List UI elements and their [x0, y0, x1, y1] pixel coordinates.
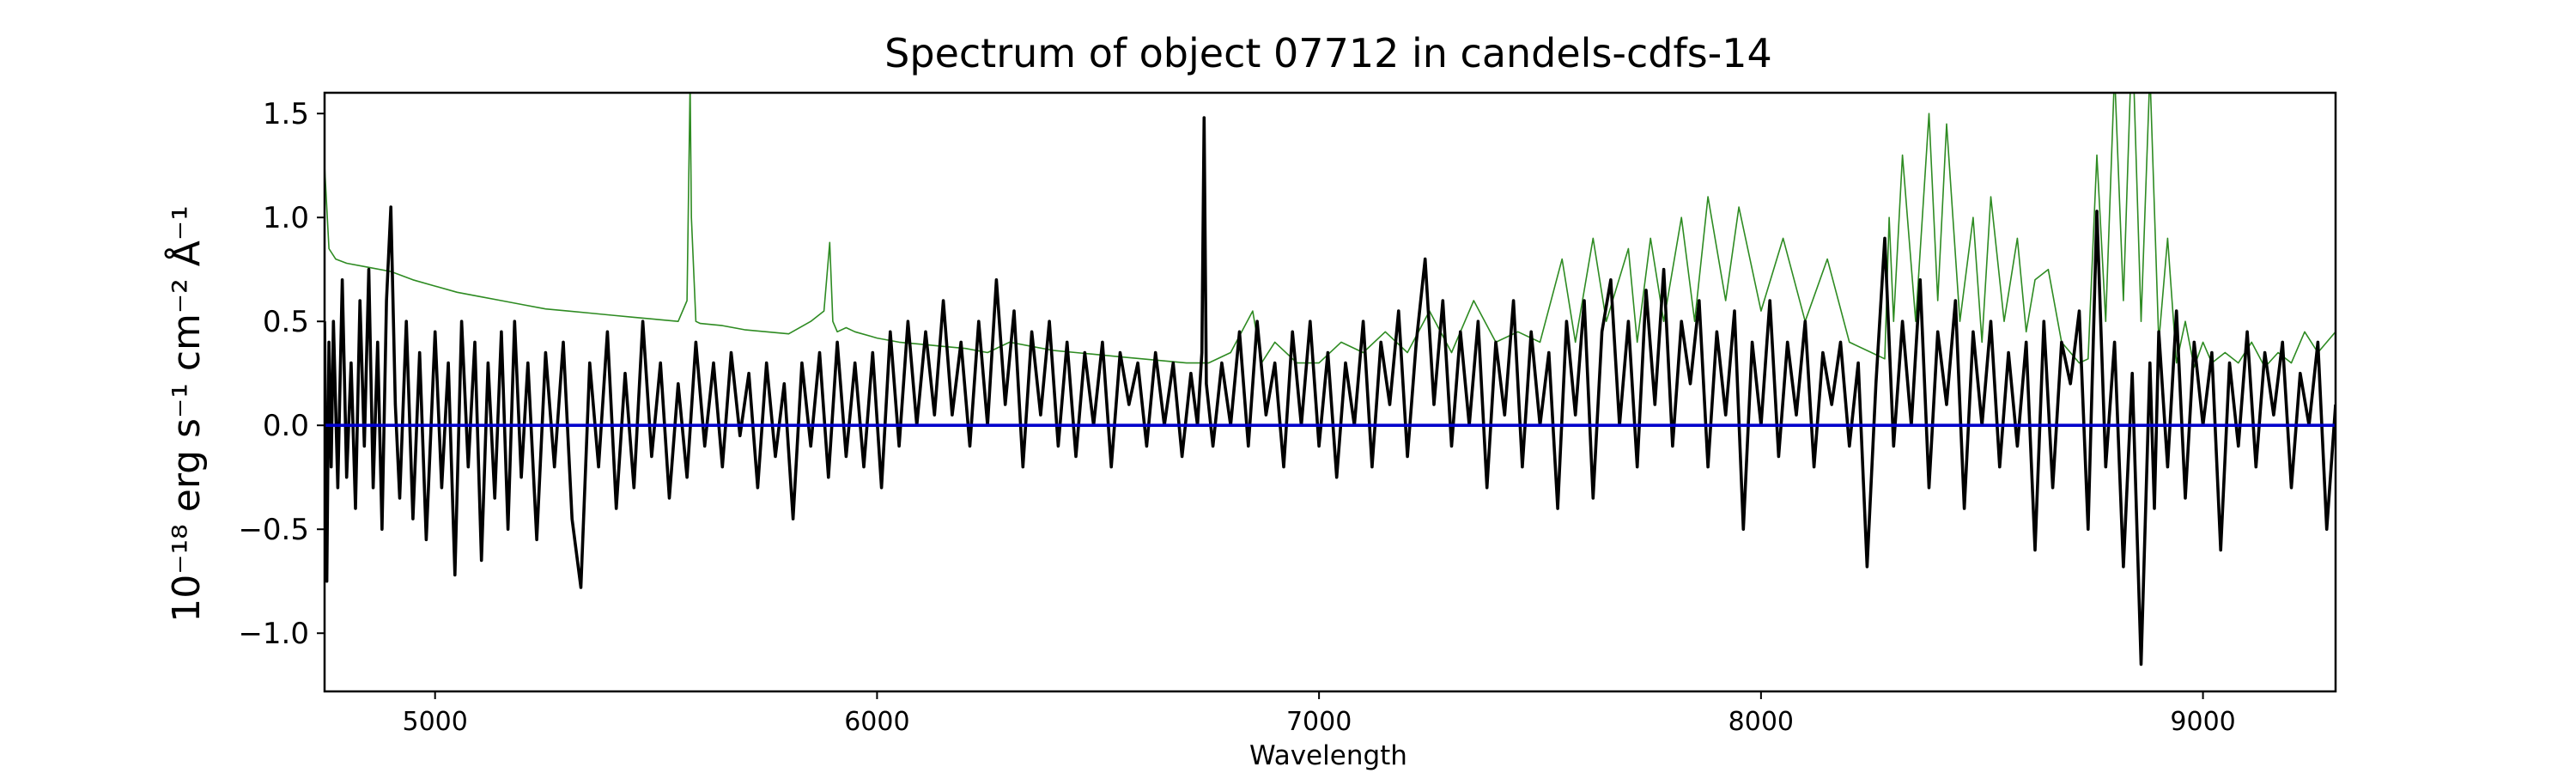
x-tick-label: 5000 [403, 707, 468, 737]
series-line-1 [325, 93, 2336, 368]
x-tick-label: 6000 [844, 707, 909, 737]
y-axis-label: 10⁻¹⁸ erg s⁻¹ cm⁻² Å⁻¹ [163, 205, 209, 622]
plot-area [325, 93, 2336, 666]
y-tick-label: 1.5 [263, 97, 309, 131]
y-tick-label: −1.0 [238, 617, 309, 651]
chart-title: Spectrum of object 07712 in candels-cdfs… [884, 30, 1772, 76]
plot-frame [323, 91, 2337, 693]
x-tick-label: 7000 [1286, 707, 1352, 737]
x-tick-label: 8000 [1728, 707, 1794, 737]
y-tick-label: −0.5 [238, 513, 309, 547]
x-tick-label: 9000 [2170, 707, 2235, 737]
y-tick-label: 0.0 [263, 409, 309, 443]
y-tick-label: 1.0 [263, 201, 309, 235]
axis-ticks: 5000 6000 7000 8000 9000 −1.0 −0.5 0.0 0.5 1.0 1.5 [238, 97, 2235, 737]
y-tick-label: 0.5 [263, 305, 309, 339]
x-axis-label: Wavelength [1249, 740, 1407, 771]
